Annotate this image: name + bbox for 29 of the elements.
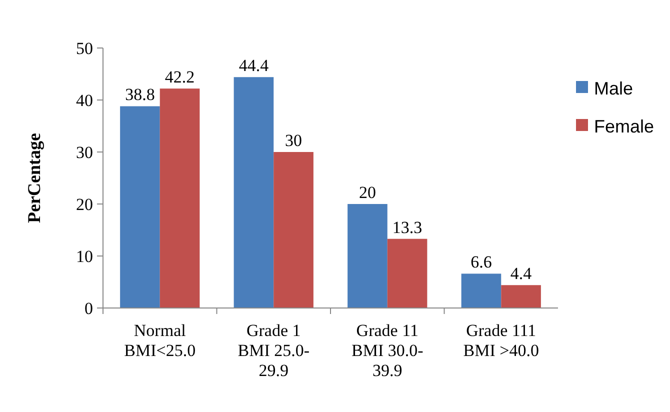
y-tick-label: 0 [84,298,93,318]
bar [387,238,428,308]
x-tick-label: Grade 111 BMI >40.0 [463,321,539,360]
bar [234,77,274,308]
data-label: 13.3 [392,218,422,237]
y-tick-label: 40 [76,90,93,110]
bar [348,204,388,308]
data-label: 20 [358,183,376,202]
data-label: 4.4 [510,264,532,284]
data-label: 42.2 [164,68,195,87]
x-tick-label: Grade 11 BMI 30.0- 39.9 [351,321,424,380]
bar [501,285,541,308]
y-tick-label: 30 [76,142,93,162]
y-tick-label: 50 [76,38,93,58]
legend-label: Male [594,78,634,98]
data-label: 38.8 [125,85,155,104]
data-label: 6.6 [470,252,492,272]
y-tick-label: 20 [76,194,93,214]
bar [274,152,314,308]
y-axis-title: PerCentage [24,133,44,223]
bar [160,88,200,308]
bar [120,106,160,308]
legend-label: Female [594,116,654,136]
x-tick-label: Grade 1 BMI 25.0- 29.9 [238,321,310,380]
data-label: 30 [285,131,302,150]
y-tick-label: 10 [76,246,93,266]
x-tick-label: Normal BMI<25.0 [124,321,196,360]
data-label: 44.4 [238,56,270,76]
bar [461,274,502,308]
